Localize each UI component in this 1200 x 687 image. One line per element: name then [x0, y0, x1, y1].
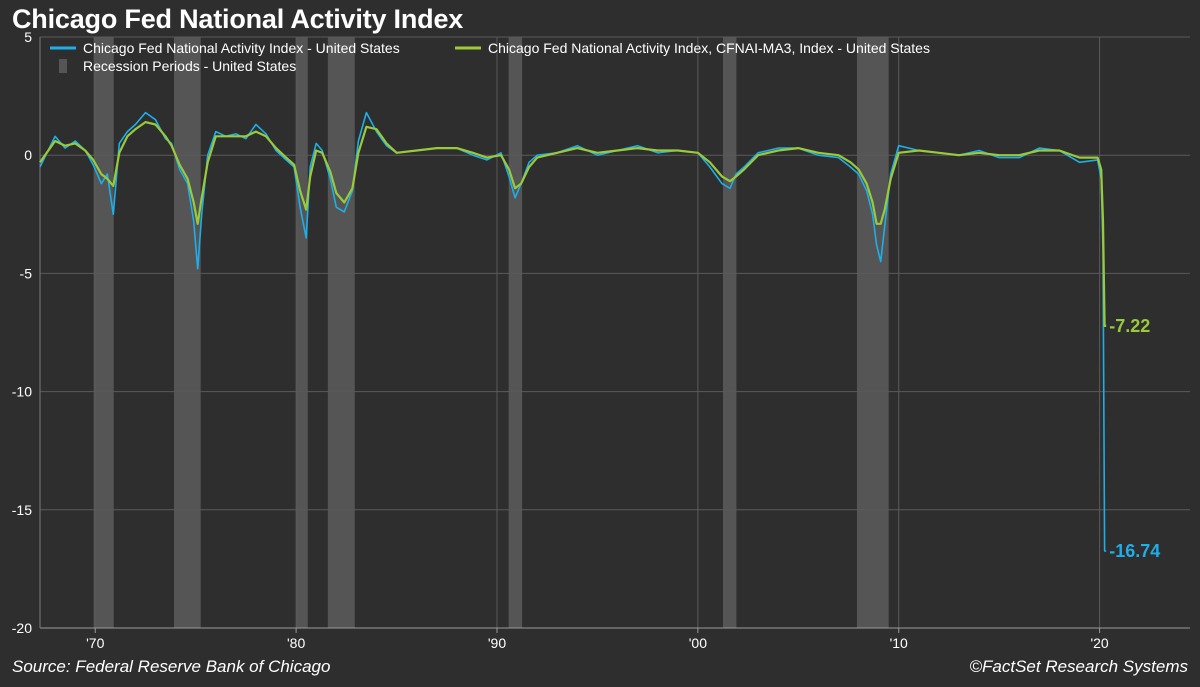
y-tick-label: 0	[24, 147, 32, 163]
recession-band	[93, 37, 114, 628]
y-tick-label: -5	[20, 265, 33, 281]
recession-bands	[93, 37, 889, 628]
y-tick-label: -15	[12, 502, 32, 518]
y-tick-label: 5	[24, 29, 32, 45]
x-tick-label: '00	[689, 635, 707, 651]
chart-title: Chicago Fed National Activity Index	[12, 4, 464, 34]
cfnai-line	[39, 111, 1107, 552]
recession-band	[508, 37, 523, 628]
recession-band	[296, 37, 308, 628]
end-value-label: -16.74	[1109, 541, 1160, 561]
credit-note: ©FactSet Research Systems	[969, 657, 1189, 676]
grid-lines	[40, 36, 1190, 629]
recession-band	[327, 37, 355, 628]
recession-band	[173, 37, 201, 628]
x-tick-label: '20	[1090, 635, 1108, 651]
y-tick-label: -20	[12, 620, 32, 636]
series-lines	[39, 111, 1107, 552]
y-tick-label: -10	[12, 384, 32, 400]
x-tick-label: '10	[890, 635, 908, 651]
legend-label: Chicago Fed National Activity Index, CFN…	[488, 40, 930, 56]
source-note: Source: Federal Reserve Bank of Chicago	[12, 657, 331, 676]
x-tick-label: '80	[287, 635, 305, 651]
end-value-label: -7.22	[1109, 316, 1150, 336]
end-labels: -7.22 -16.74	[1109, 316, 1160, 561]
recession-band	[856, 37, 889, 628]
x-tick-label: '70	[86, 635, 104, 651]
cfnai-ma3-line	[39, 120, 1107, 327]
legend-label: Chicago Fed National Activity Index - Un…	[83, 40, 400, 56]
recession-band	[722, 37, 737, 628]
legend: Chicago Fed National Activity Index - Un…	[50, 40, 930, 74]
legend-swatch	[59, 59, 67, 73]
x-tick-label: '90	[488, 635, 506, 651]
axes: 5 0 -5 -10 -15 -20 '70 '80 '90 '00 '10 '20	[12, 29, 1190, 651]
legend-label: Recession Periods - United States	[83, 58, 296, 74]
